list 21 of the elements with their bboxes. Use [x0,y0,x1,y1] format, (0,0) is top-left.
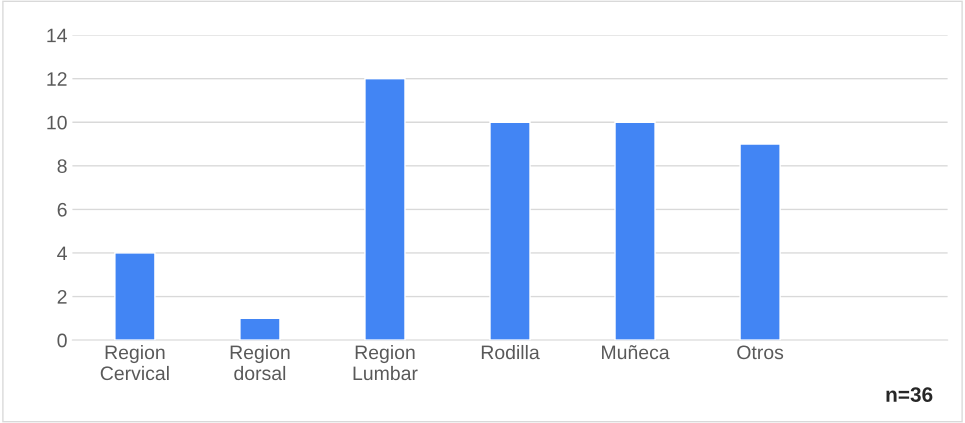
bar [489,122,531,340]
y-tick-label: 10 [47,116,67,130]
y-tick-label: 12 [47,72,67,86]
y-tick-label: 0 [57,334,67,348]
x-tick-label: Region Lumbar [354,344,418,380]
y-tick-label: 14 [47,28,67,42]
y-tick-label: 6 [58,202,67,217]
bar [739,143,781,340]
y-tick-label: 4 [57,246,67,260]
bar [239,318,281,340]
bar [614,122,656,340]
x-tick-label: Otros [737,345,784,360]
x-tick-label: Region Cervical [100,344,169,380]
bar [364,78,406,340]
y-tick-label: 2 [58,290,67,304]
text: n=36 [886,387,932,402]
y-tick-label: 8 [58,159,67,174]
bar [114,252,156,340]
x-tick-label: Rodilla [482,344,540,360]
x-tick-label: Region dorsal [230,344,290,380]
x-tick-label: Muñeca [602,345,670,360]
